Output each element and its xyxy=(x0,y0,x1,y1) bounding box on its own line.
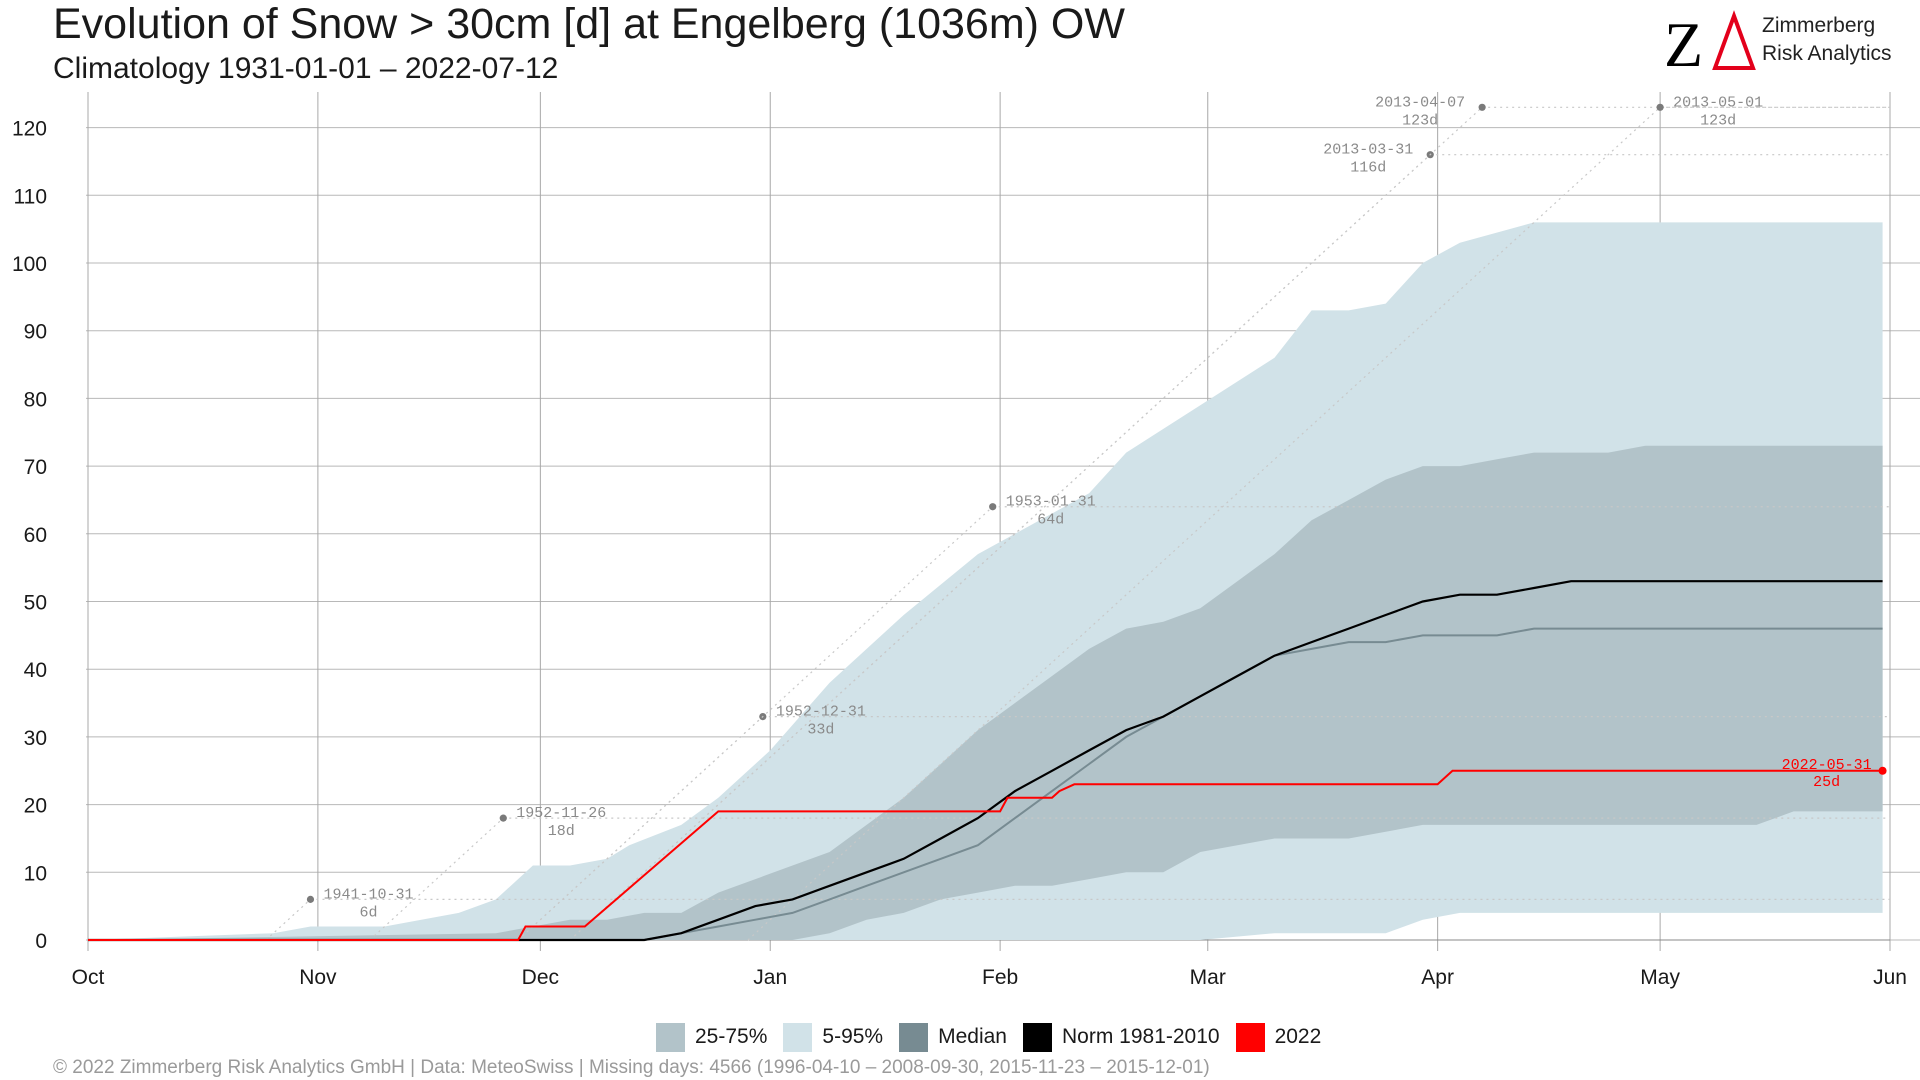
x-tick-label: Apr xyxy=(1421,966,1454,989)
record-point xyxy=(306,895,315,903)
footer-credits: © 2022 Zimmerberg Risk Analytics GmbH | … xyxy=(53,1057,1210,1078)
legend-swatch xyxy=(783,1022,813,1052)
x-tick-label: Nov xyxy=(299,966,337,989)
x-tick-label: Dec xyxy=(522,966,559,989)
legend-label: 2022 xyxy=(1274,1025,1322,1048)
y-tick-label: 70 xyxy=(24,456,47,479)
y-tick-label: 100 xyxy=(12,253,47,276)
record-date-label: 2013-05-01 xyxy=(1673,94,1763,111)
axis-layer: 0 10 20 30 40 50 60 70 80 90 100 110 120 Oct Nov Dec Jan… xyxy=(12,118,1907,989)
y-tick-label: 0 xyxy=(35,930,47,953)
legend-item: 5-95% xyxy=(783,1022,884,1052)
x-tick-label: Feb xyxy=(982,966,1018,989)
x-tick-label: Jan xyxy=(753,966,787,989)
legend-swatch xyxy=(1235,1022,1265,1052)
logo-text-line1: Zimmerberg xyxy=(1762,14,1876,37)
record-date-label: 1952-11-26 xyxy=(516,805,606,822)
band-layer xyxy=(88,222,1883,940)
record-value-label: 123d xyxy=(1700,112,1736,129)
zimmerberg-logo: Z xyxy=(1664,10,1756,76)
record-date-label: 1952-12-31 xyxy=(776,704,866,721)
record-date-label: 1953-01-31 xyxy=(1006,494,1096,511)
record-point xyxy=(989,503,997,511)
legend-swatch xyxy=(1022,1022,1052,1052)
logo-delta-icon xyxy=(1712,10,1756,70)
x-tick-label: Oct xyxy=(72,966,105,989)
record-value-label: 64d xyxy=(1037,512,1064,529)
band-25-75 xyxy=(88,445,1883,940)
y-tick-label: 30 xyxy=(24,727,47,750)
legend-item: Median xyxy=(899,1022,1007,1052)
legend-item: Norm 1981-2010 xyxy=(1022,1022,1220,1052)
record-value-label: 116d xyxy=(1350,160,1386,177)
current-2022-endpoint xyxy=(1878,766,1887,775)
record-dotted-line xyxy=(747,106,1661,941)
logo-text-line2: Risk Analytics xyxy=(1762,42,1892,65)
legend-label: 25-75% xyxy=(695,1025,768,1048)
record-dotted-line xyxy=(369,817,504,941)
chart-subtitle: Climatology 1931-01-01 – 2022-07-12 xyxy=(53,52,559,85)
y-tick-label: 50 xyxy=(24,592,47,615)
y-tick-label: 90 xyxy=(24,321,47,344)
record-point xyxy=(1478,103,1486,111)
record-date-label: 1941-10-31 xyxy=(323,886,413,903)
record-value-label: 33d xyxy=(807,722,834,739)
current-2022-value-label: 25d xyxy=(1813,774,1840,791)
legend-item: 2022 xyxy=(1235,1022,1322,1052)
record-dotted-line xyxy=(517,506,994,941)
y-tick-label: 80 xyxy=(24,388,47,411)
y-tick-label: 40 xyxy=(24,659,47,682)
y-tick-label: 120 xyxy=(12,118,47,141)
record-dotted-line xyxy=(265,898,311,941)
legend-label: Norm 1981-2010 xyxy=(1061,1025,1220,1048)
record-value-label: 123d xyxy=(1402,112,1438,129)
record-value-label: 18d xyxy=(548,823,575,840)
x-tick-label: May xyxy=(1640,966,1680,989)
legend-item: 25-75% xyxy=(656,1022,768,1052)
legend-label: 5-95% xyxy=(822,1025,884,1048)
current-2022-date-label: 2022-05-31 xyxy=(1782,757,1872,774)
record-dotted-line xyxy=(569,106,1483,941)
y-tick-label: 10 xyxy=(24,862,47,885)
chart-title: Evolution of Snow > 30cm [d] at Engelber… xyxy=(53,0,1125,48)
y-tick-label: 110 xyxy=(14,185,47,208)
record-date-label: 2013-03-31 xyxy=(1323,142,1413,159)
y-tick-label: 20 xyxy=(24,795,47,818)
record-point xyxy=(499,814,507,822)
record-point xyxy=(1656,103,1664,111)
x-tick-label: Jun xyxy=(1873,966,1907,989)
legend: 25-75% 5-95% Median Norm 1981-2010 2022 xyxy=(656,1022,1337,1052)
legend-label: Median xyxy=(938,1025,1007,1048)
x-tick-label: Mar xyxy=(1190,966,1226,989)
record-value-label: 6d xyxy=(359,904,377,921)
legend-swatch xyxy=(656,1022,685,1052)
current-2022-line xyxy=(88,769,1883,941)
norm-1981-2010-line xyxy=(88,580,1883,942)
legend-swatch xyxy=(899,1022,929,1052)
record-date-label: 2013-04-07 xyxy=(1375,94,1465,111)
y-tick-label: 60 xyxy=(24,524,47,547)
logo-z-mark: Z xyxy=(1664,10,1703,76)
